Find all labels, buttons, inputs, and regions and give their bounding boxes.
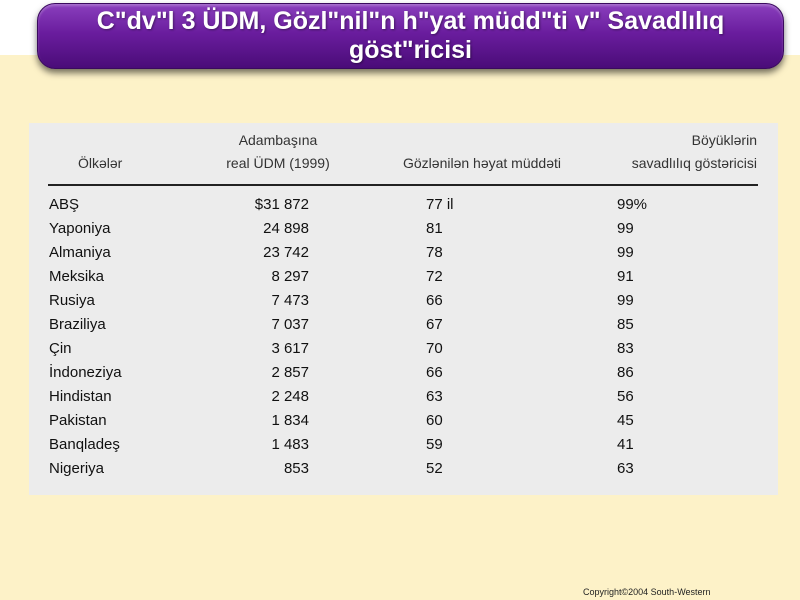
literacy-cell: 99 [617, 220, 634, 237]
data-table: Ölkələr Adambaşına real ÜDM (1999) Gözlə… [29, 123, 778, 495]
literacy-cell: 86 [617, 364, 634, 381]
gdp-cell: 7 037 [271, 316, 309, 333]
country-cell: Braziliya [49, 316, 106, 333]
table-row: Nigeriya 853 52 63 [29, 458, 778, 482]
life-expectancy-cell: 59 [426, 436, 443, 453]
header-gdp-line1: Adambaşına [238, 132, 318, 148]
table-row: Pakistan 1 834 60 45 [29, 410, 778, 434]
gdp-cell: 2 857 [271, 364, 309, 381]
table-row: ABŞ $31 872 77 il 99% [29, 194, 778, 218]
gdp-cell: 3 617 [271, 340, 309, 357]
table-row: Hindistan 2 248 63 56 [29, 386, 778, 410]
header-gdp: Adambaşına real ÜDM (1999) [218, 129, 338, 175]
gdp-cell: 1 834 [271, 412, 309, 429]
gdp-cell: 24 898 [263, 220, 309, 237]
gdp-cell: 1 483 [271, 436, 309, 453]
table-row: Braziliya 7 037 67 85 [29, 314, 778, 338]
table-row: Çin 3 617 70 83 [29, 338, 778, 362]
gdp-cell: $31 872 [254, 196, 309, 213]
literacy-cell: 45 [617, 412, 634, 429]
life-expectancy-cell: 72 [426, 268, 443, 285]
table-row: Rusiya 7 473 66 99 [29, 290, 778, 314]
country-cell: Pakistan [49, 412, 107, 429]
literacy-cell: 99 [617, 292, 634, 309]
literacy-cell: 63 [617, 460, 634, 477]
life-expectancy-cell: 66 [426, 292, 443, 309]
literacy-cell: 91 [617, 268, 634, 285]
gdp-cell: 8 297 [271, 268, 309, 285]
header-literacy: Böyüklərin savadlılıq göstəricisi [615, 129, 757, 175]
life-expectancy-cell: 70 [426, 340, 443, 357]
header-literacy-line2: savadlılıq göstəricisi [631, 155, 757, 171]
life-expectancy-cell: 60 [426, 412, 443, 429]
header-literacy-line1: Böyüklərin [691, 132, 757, 148]
country-cell: ABŞ [49, 196, 80, 213]
header-country-label: Ölkələr [78, 155, 123, 171]
gdp-cell: 7 473 [271, 292, 309, 309]
header-country: Ölkələr [78, 152, 122, 175]
literacy-cell: 99 [617, 244, 634, 261]
table-row: İndoneziya 2 857 66 86 [29, 362, 778, 386]
life-expectancy-cell: 52 [426, 460, 443, 477]
table-row: Banqladeş 1 483 59 41 [29, 434, 778, 458]
table-row: Yaponiya 24 898 81 99 [29, 218, 778, 242]
country-cell: Almaniya [49, 244, 111, 261]
literacy-cell: 41 [617, 436, 634, 453]
country-cell: Meksika [49, 268, 105, 285]
life-expectancy-cell: 81 [426, 220, 443, 237]
literacy-cell: 56 [617, 388, 634, 405]
country-cell: Hindistan [49, 388, 112, 405]
country-cell: Banqladeş [49, 436, 120, 453]
country-cell: Rusiya [49, 292, 95, 309]
gdp-cell: 23 742 [263, 244, 309, 261]
table-row: Meksika 8 297 72 91 [29, 266, 778, 290]
header-life-label: Gözlənilən həyat müddəti [403, 155, 561, 171]
header-rule [48, 184, 758, 186]
literacy-cell: 85 [617, 316, 634, 333]
country-cell: Yaponiya [49, 220, 111, 237]
literacy-cell: 83 [617, 340, 634, 357]
country-cell: Nigeriya [49, 460, 105, 477]
header-life: Gözlənilən həyat müddəti [403, 152, 561, 175]
country-cell: İndoneziya [49, 364, 122, 381]
country-cell: Çin [49, 340, 72, 357]
life-expectancy-cell: 78 [426, 244, 443, 261]
slide-title: Cʺdvʺl 3 ÜDM, Gözlʺnilʺn hʺyat müddʺti v… [96, 7, 725, 64]
life-expectancy-cell: 63 [426, 388, 443, 405]
gdp-cell: 2 248 [271, 388, 309, 405]
table-body: ABŞ $31 872 77 il 99% Yaponiya 24 898 81 99 Alma… [29, 194, 778, 482]
life-expectancy-cell: 67 [426, 316, 443, 333]
table-row: Almaniya 23 742 78 99 [29, 242, 778, 266]
literacy-cell: 99% [617, 196, 648, 213]
life-expectancy-cell: 77 il [426, 196, 454, 213]
gdp-cell: 853 [283, 460, 309, 477]
life-expectancy-cell: 66 [426, 364, 443, 381]
copyright-text: Copyright©2004 South-Western [583, 587, 711, 597]
header-gdp-line2: real ÜDM (1999) [226, 155, 330, 171]
title-banner: Cʺdvʺl 3 ÜDM, Gözlʺnilʺn hʺyat müddʺti v… [37, 3, 784, 69]
